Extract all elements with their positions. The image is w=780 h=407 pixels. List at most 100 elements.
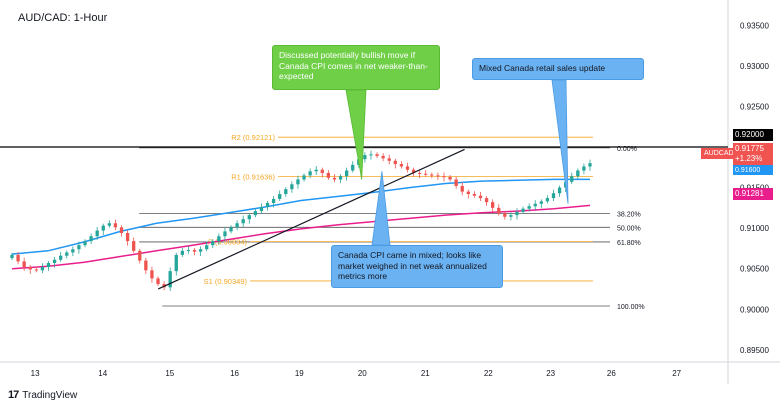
candle-body	[424, 173, 428, 175]
blue-moving-average	[11, 178, 590, 255]
candle-body	[65, 252, 69, 256]
candle-body	[521, 208, 525, 212]
candle-body	[198, 249, 203, 252]
candle-body	[290, 184, 294, 190]
pivot-label-p: P (0.90834)	[208, 238, 248, 247]
candle-body	[405, 166, 410, 170]
candle-body	[10, 254, 14, 259]
candle-body	[16, 254, 20, 262]
candle-body	[430, 174, 434, 176]
candle-body	[387, 158, 391, 161]
candle-body	[235, 223, 239, 228]
green-callout-pointer	[345, 89, 367, 180]
fib-level-label: 38.20%	[617, 212, 641, 219]
candle-body	[338, 176, 343, 180]
candle-body	[59, 255, 63, 260]
candle-body	[265, 202, 270, 208]
candle-body	[156, 278, 160, 285]
candle-body	[180, 250, 185, 255]
candle-body	[22, 261, 26, 268]
candle-body	[314, 169, 318, 172]
fib-level-label: 0.00%	[617, 146, 637, 153]
candle-body	[332, 177, 337, 180]
x-tick-label: 19	[295, 369, 304, 378]
candle-body	[241, 219, 245, 224]
candle-body	[259, 207, 264, 212]
moving-averages	[11, 178, 591, 270]
trendline	[157, 148, 465, 290]
y-tick-label: 0.92500	[740, 102, 769, 111]
candle-body	[211, 241, 215, 246]
candle-body	[557, 187, 562, 194]
candle-body	[34, 269, 38, 271]
candle-body	[302, 175, 306, 180]
candle-body	[344, 170, 349, 177]
candle-body	[515, 211, 519, 216]
candle-body	[205, 245, 209, 250]
candle-body	[83, 241, 87, 246]
fib-level-label: 61.80%	[617, 240, 641, 247]
pivot-label-r2: R2 (0.92121)	[231, 133, 275, 142]
tradingview-brand[interactable]: 17 TradingView	[8, 389, 77, 401]
last-price: 0.91775	[735, 144, 764, 153]
candle-body	[570, 176, 574, 182]
candle-body	[454, 179, 458, 186]
pink-moving-average	[11, 204, 591, 270]
candle-body	[551, 193, 556, 199]
candle-body	[326, 172, 331, 178]
candle-body	[466, 191, 470, 195]
candle-body	[278, 194, 282, 199]
candle-body	[363, 155, 367, 160]
candle-body	[539, 201, 543, 204]
brand-name: TradingView	[22, 389, 78, 401]
retail-callout-pointer	[551, 79, 569, 204]
candle-body	[576, 170, 580, 177]
candle-body	[490, 202, 495, 208]
fib-level-label: 50.00%	[617, 225, 641, 232]
candle-body	[533, 203, 537, 207]
candle-body	[393, 160, 397, 165]
candle-body	[144, 260, 148, 271]
candle-body	[375, 154, 379, 156]
y-tick-label: 0.91000	[740, 224, 769, 233]
green-callout: Discussed potentially bullish move if Ca…	[272, 45, 440, 90]
candle-body	[582, 166, 586, 171]
x-tick-label: 16	[230, 369, 239, 378]
candle-body	[351, 164, 355, 171]
candle-body	[369, 154, 373, 156]
cpi-callout-pointer	[371, 171, 391, 246]
candle-body	[381, 155, 385, 159]
candle-body	[71, 249, 75, 253]
candle-body	[113, 223, 118, 228]
candle-body	[588, 163, 592, 167]
blue-ma-tag: 0.91600	[733, 165, 773, 175]
candle-body	[545, 198, 550, 202]
candle-body	[247, 215, 251, 220]
candle-body	[125, 232, 130, 242]
candle-body	[503, 213, 507, 217]
candle-body	[52, 259, 57, 264]
candle-body	[28, 267, 32, 270]
y-tick-label: 0.93000	[740, 62, 769, 71]
candle-body	[223, 231, 227, 237]
x-tick-label: 13	[31, 369, 40, 378]
candle-body	[217, 236, 221, 242]
resistance-price-tag: 0.92000	[733, 129, 773, 141]
callout-pointers	[345, 79, 569, 246]
fib-level-label: 100.00%	[617, 304, 645, 311]
candle-body	[527, 206, 531, 209]
tradingview-logo-icon: 17	[8, 389, 19, 401]
candle-body	[497, 207, 501, 214]
candle-body	[417, 172, 422, 174]
candle-body	[192, 250, 197, 252]
y-tick-label: 0.93500	[740, 21, 769, 30]
candle-body	[320, 169, 324, 173]
candle-body	[460, 185, 464, 192]
x-tick-label: 22	[484, 369, 493, 378]
pivot-label-r1: R1 (0.91636)	[231, 173, 275, 182]
candle-body	[46, 263, 51, 268]
pivot-label-s1: S1 (0.90349)	[204, 277, 248, 286]
candle-body	[77, 245, 81, 250]
candle-body	[399, 164, 404, 167]
